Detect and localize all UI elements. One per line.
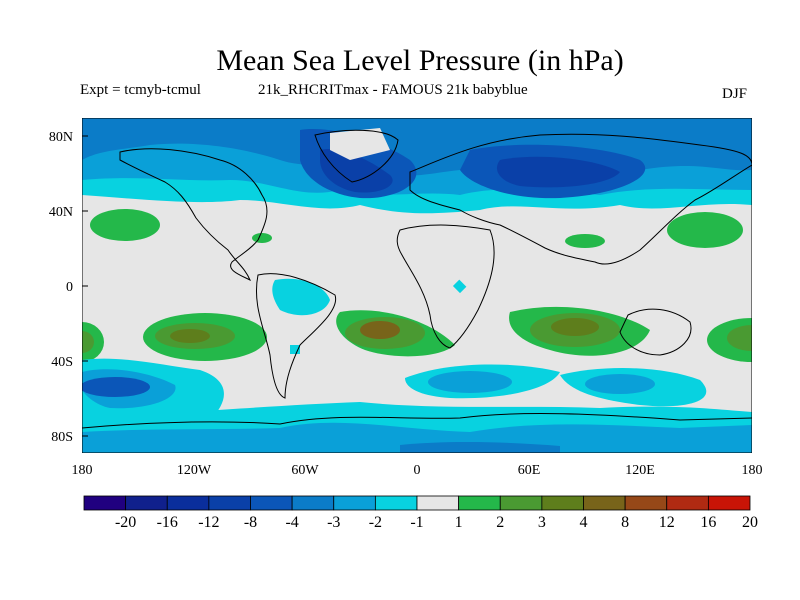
north-anomaly-field [82, 118, 752, 214]
colorbar-label-1: -16 [157, 514, 178, 531]
comparison-label: 21k_RHCRITmax - FAMOUS 21k babyblue [258, 82, 528, 98]
colorbar-swatch-5 [291, 495, 335, 511]
colorbar-label-11: 4 [580, 514, 588, 531]
lat-axis: 80N 40N 0 40S 80S [49, 130, 88, 445]
colorbar-label-12: 8 [621, 514, 629, 531]
lon-label-120w: 120W [177, 463, 212, 478]
colorbar-label-5: -3 [327, 514, 340, 531]
north-america-coast [119, 148, 268, 282]
colorbar-swatch-10 [499, 495, 543, 511]
africa-coast [396, 224, 495, 349]
lon-label-180e: 180 [742, 463, 763, 478]
colorbar-swatch-4 [250, 495, 293, 511]
lat-label-80n: 80N [49, 130, 73, 145]
lon-axis: 180 120W 60W 0 60E 120E 180 [72, 463, 763, 478]
colorbar-label-0: -20 [115, 514, 136, 531]
colorbar-swatch-6 [333, 495, 376, 511]
colorbar-label-10: 3 [538, 514, 546, 531]
colorbar-swatch-2 [166, 495, 210, 511]
colorbar-label-15: 20 [742, 514, 758, 531]
lon-label-180w: 180 [72, 463, 93, 478]
map-panel [82, 118, 752, 453]
colorbar-label-4: -4 [285, 514, 298, 531]
lat-label-eq: 0 [66, 280, 73, 295]
colorbar-label-13: 12 [659, 514, 675, 531]
colorbar-swatch-11 [541, 495, 584, 511]
colorbar-swatch-15 [707, 495, 751, 511]
colorbar-swatch-0 [83, 495, 127, 511]
colorbar-swatch-9 [458, 495, 501, 511]
colorbar-label-2: -12 [198, 514, 219, 531]
colorbar-swatch-13 [624, 495, 668, 511]
south-high-field [82, 306, 752, 362]
lat-label-40s: 40S [51, 355, 73, 370]
chart-title: Mean Sea Level Pressure (in hPa) [216, 44, 624, 77]
experiment-label: Expt = tcmyb-tcmul [80, 82, 201, 98]
colorbar-swatch-14 [666, 495, 709, 511]
colorbar-swatch-1 [125, 495, 168, 511]
colorbar-swatch-12 [583, 495, 626, 511]
colorbar-swatch-8 [416, 495, 460, 511]
colorbar-label-7: -1 [410, 514, 423, 531]
lat-label-80s: 80S [51, 430, 73, 445]
season-label: DJF [722, 86, 748, 102]
south-america-coast [255, 273, 337, 399]
lon-label-60w: 60W [291, 463, 319, 478]
greenland-coast [314, 129, 399, 183]
coastlines [82, 129, 752, 429]
subtropical-anomaly-field [90, 209, 743, 354]
australia-coast [619, 308, 692, 356]
lon-label-120e: 120E [625, 463, 655, 478]
colorbar: -20 -16 -12 -8 -4 -3 -2 -1 1 2 3 4 8 12 16 20 [83, 495, 758, 531]
colorbar-label-9: 2 [496, 514, 504, 531]
lon-label-60e: 60E [518, 463, 541, 478]
colorbar-label-3: -8 [244, 514, 257, 531]
colorbar-swatch-3 [208, 495, 251, 511]
lat-label-40n: 40N [49, 205, 73, 220]
colorbar-label-6: -2 [369, 514, 382, 531]
colorbar-label-8: 1 [455, 514, 463, 531]
eurasia-coast [409, 133, 752, 265]
antarctica-coast [82, 413, 752, 429]
lon-label-0: 0 [414, 463, 421, 478]
colorbar-label-14: 16 [700, 514, 716, 531]
colorbar-swatch-7 [374, 495, 418, 511]
